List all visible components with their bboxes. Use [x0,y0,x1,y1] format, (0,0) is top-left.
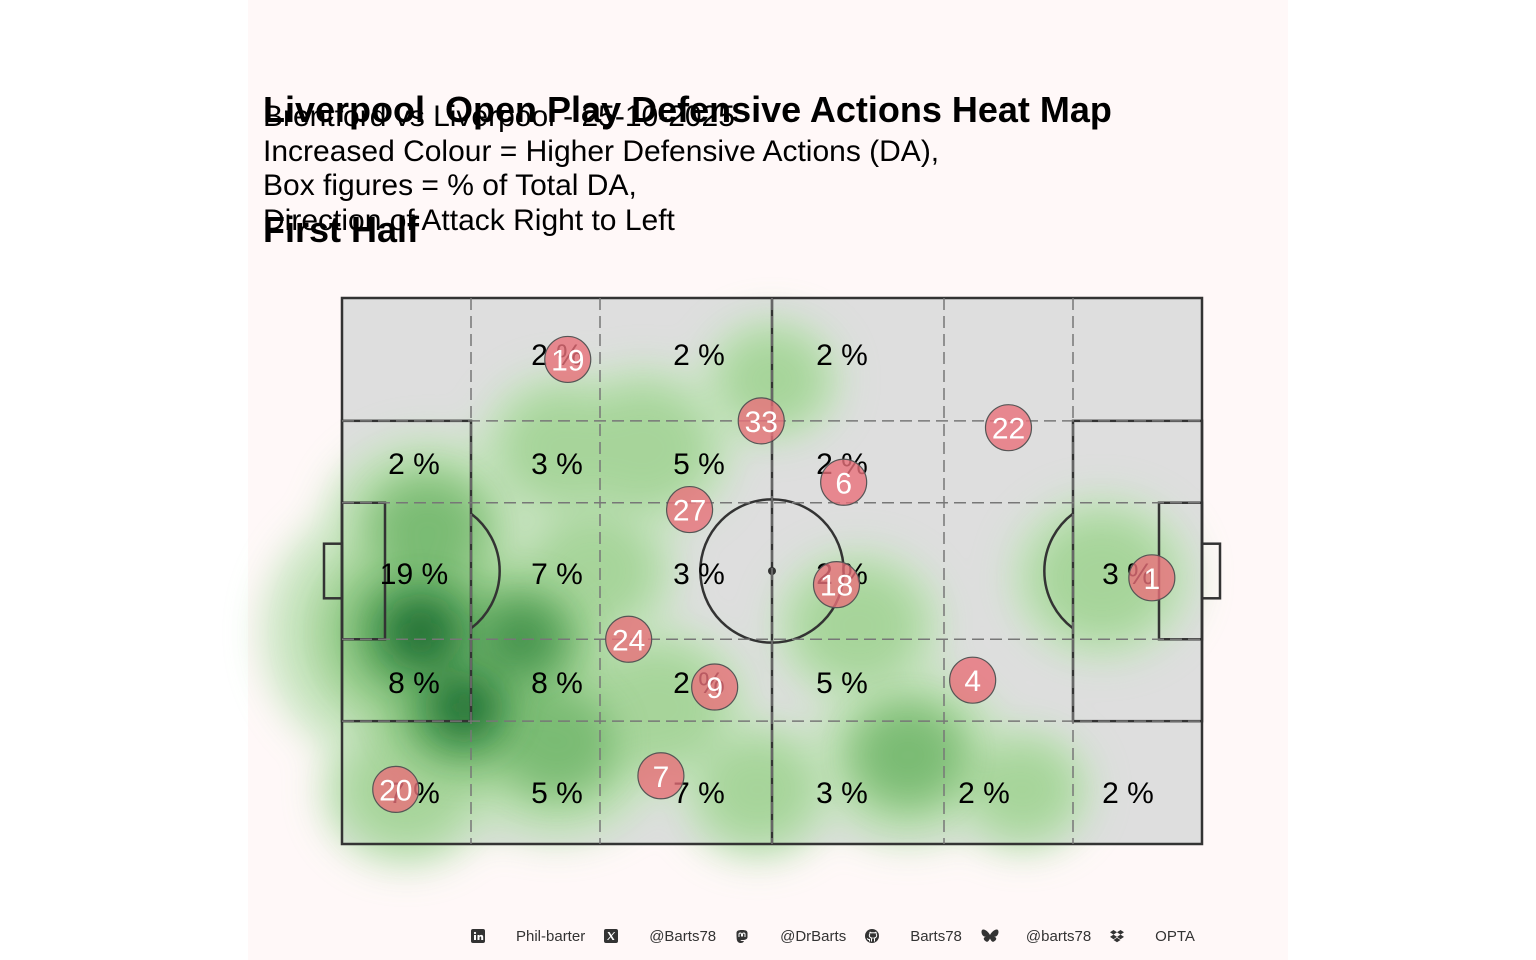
player-marker: 6 [820,458,868,506]
player-number: 4 [964,665,981,698]
density-blob [857,709,959,801]
left-goal [322,542,344,600]
player-dot [949,656,997,704]
player-dot [372,765,420,814]
zone-percentage-label: 2 % [388,448,440,481]
player-marker: 24 [605,615,653,663]
density-blob [700,737,816,842]
x-twitter-icon[interactable] [603,928,619,944]
player-number: 19 [551,344,584,377]
density-blob [500,690,614,793]
zone-percentage-label: 2 % [1102,777,1154,810]
zone-percentage-label: 3 % [673,558,725,591]
player-dot [605,615,653,663]
zone-percentage-label: 2 % [958,777,1010,810]
density-blob [530,514,656,628]
subtitle-line: Increased Colour = Higher Defensive Acti… [263,134,940,168]
zone-percentage-label: 2 % [673,339,725,372]
right-penalty-arc [1043,512,1074,630]
subtitle-line: Direction of Attack Right to Left [263,203,675,237]
density-blob [438,684,489,731]
player-dot [820,458,868,506]
density-blob [392,607,449,658]
density-blob [1033,516,1170,640]
left-penalty-arc [470,512,501,630]
zone-percentage-label: 5 % [816,667,868,700]
subtitle-line: Box figures = % of Total DA, [263,169,637,202]
mastodon-icon[interactable] [734,928,750,944]
player-marker: 7 [637,752,685,800]
zone-percentage-label: 3 % [531,448,583,481]
zone-percentage-label: 8 % [531,667,583,700]
density-blob [971,742,1075,836]
player-dot [544,335,592,384]
footer-text: Phil-barter [516,927,586,945]
dropbox-icon[interactable] [1109,928,1125,944]
player-dot [665,485,714,534]
github-icon[interactable] [864,928,880,944]
player-dot [637,752,685,800]
footer-text: Barts78 [910,927,962,945]
player-dot [812,561,861,609]
zone-percentage-label: 3 % [816,777,868,810]
player-marker: 9 [691,663,739,711]
player-marker: 4 [949,656,997,704]
footer-text: @Barts78 [649,927,717,945]
zone-percentage-label: 2 % [816,339,868,372]
player-marker: 19 [544,335,592,384]
density-blob [374,481,482,579]
player-number: 6 [835,467,852,500]
title-line-2: First Half [263,209,420,250]
player-number: 27 [673,495,706,528]
player-number: 7 [653,761,670,794]
density-blob [501,391,627,505]
subtitle-line: Brentford vs Liverpool - 25-10-2025 [263,100,735,133]
player-number: 1 [1143,563,1160,596]
player-marker: 20 [372,765,420,814]
player-dot [1128,554,1176,602]
zone-percentage-label: 19 % [380,558,448,591]
footer-credits: Phil-barter @Barts78 @DrBarts Barts78 @b… [470,924,1213,948]
title-line-1: Liverpool Open Play Defensive Actions He… [263,89,1112,130]
right-goal [1200,542,1222,600]
footer-text: @DrBarts [780,927,847,945]
bluesky-icon[interactable] [980,928,999,944]
player-dot [984,404,1033,452]
player-dot [737,397,785,445]
player-marker: 22 [984,404,1033,452]
chart-title: Liverpool Open Play Defensive Actions He… [263,10,1112,290]
player-number: 18 [820,570,853,603]
footer-text: @barts78 [1025,927,1092,945]
linkedin-icon[interactable] [470,928,486,944]
density-blob [484,605,559,673]
zone-percentage-label: 5 % [673,448,725,481]
player-dot [691,663,739,711]
player-number: 22 [992,413,1025,446]
density-blob [589,646,726,769]
density-level-4 [392,607,489,731]
player-number: 9 [706,672,723,705]
zone-percentage-label: 7 % [531,558,583,591]
player-marker: 18 [812,561,861,609]
player-marker: 1 [1128,554,1176,602]
player-number: 24 [612,624,645,657]
zone-percentage-label: 8 % [388,667,440,700]
player-number: 20 [379,774,412,807]
footer-text: OPTA [1155,927,1195,945]
chart-subtitle: Brentford vs Liverpool - 25-10-2025 Incr… [263,100,939,238]
player-marker: 33 [737,397,785,445]
zone-percentage-label: 5 % [531,777,583,810]
player-marker: 27 [665,485,714,534]
player-number: 33 [745,406,778,439]
